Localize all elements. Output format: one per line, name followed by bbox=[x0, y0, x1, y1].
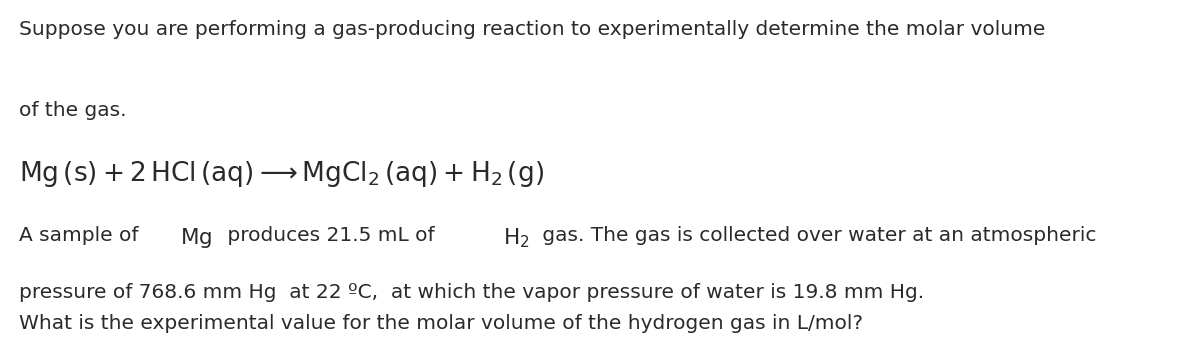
Text: Suppose you are performing a gas-producing reaction to experimentally determine : Suppose you are performing a gas-produci… bbox=[19, 20, 1045, 39]
Text: $\mathsf{H_2}$: $\mathsf{H_2}$ bbox=[503, 226, 529, 250]
Text: A sample of: A sample of bbox=[19, 226, 145, 245]
Text: pressure of 768.6 mm Hg  at 22 ºC,  at which the vapor pressure of water is 19.8: pressure of 768.6 mm Hg at 22 ºC, at whi… bbox=[19, 283, 924, 302]
Text: $\mathsf{Mg}$: $\mathsf{Mg}$ bbox=[180, 226, 212, 250]
Text: of the gas.: of the gas. bbox=[19, 100, 127, 120]
Text: $\mathsf{Mg\,(s) + 2\,HCl\,(aq) \longrightarrow MgCl_2\,(aq) + H_2\,(g)}$: $\mathsf{Mg\,(s) + 2\,HCl\,(aq) \longrig… bbox=[19, 158, 544, 189]
Text: What is the experimental value for the molar volume of the hydrogen gas in L/mol: What is the experimental value for the m… bbox=[19, 314, 863, 333]
Text: gas. The gas is collected over water at an atmospheric: gas. The gas is collected over water at … bbox=[536, 226, 1097, 245]
Text: produces 21.5 mL of: produces 21.5 mL of bbox=[221, 226, 442, 245]
